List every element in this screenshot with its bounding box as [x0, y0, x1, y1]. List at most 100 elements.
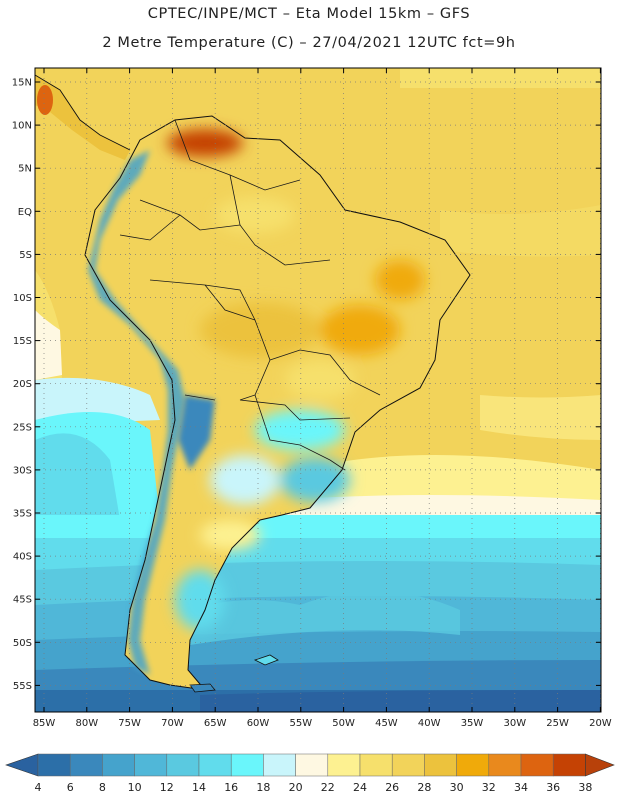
- lat-label: EQ: [18, 207, 32, 218]
- colorbar-swatch: [102, 753, 135, 777]
- colorbar-label: 6: [67, 781, 74, 794]
- lat-label: 15S: [13, 336, 32, 347]
- lat-label: 35S: [13, 509, 32, 520]
- colorbar-label: 24: [353, 781, 367, 794]
- temp-band: [280, 458, 350, 502]
- colorbar-swatch: [166, 753, 200, 777]
- temp-band: [210, 455, 280, 505]
- colorbar-swatch: [198, 753, 232, 777]
- lon-label: 40W: [418, 718, 441, 729]
- lon-label: 75W: [118, 718, 141, 729]
- temp-band: [285, 495, 601, 520]
- colorbar-label: 10: [128, 781, 142, 794]
- temp-band: [320, 305, 400, 355]
- lat-label: 40S: [13, 552, 32, 563]
- temp-band: [35, 310, 62, 380]
- colorbar-swatch: [488, 753, 522, 777]
- colorbar-swatch: [552, 753, 586, 777]
- colorbar: 4 6 8 10 12 14 16 18 20 22 24 26 28 30 32 34 36 38: [5, 753, 615, 794]
- lon-label: 50W: [332, 718, 355, 729]
- colorbar-swatch: [295, 753, 329, 777]
- lon-label: 25W: [546, 718, 569, 729]
- colorbar-swatch: [391, 753, 425, 777]
- lat-label: 45S: [13, 595, 32, 606]
- colorbar-label: 36: [546, 781, 560, 794]
- temp-band: [255, 410, 345, 450]
- colorbar-over-arrow: [585, 753, 615, 777]
- lat-label: 5N: [18, 164, 32, 175]
- lon-label: 55W: [289, 718, 312, 729]
- colorbar-label: 14: [192, 781, 206, 794]
- colorbar-swatch: [327, 753, 361, 777]
- colorbar-label: 4: [35, 781, 42, 794]
- colorbar-label: 20: [289, 781, 303, 794]
- temp-band: [200, 520, 260, 550]
- colorbar-label: 12: [160, 781, 174, 794]
- lat-label: 10N: [12, 121, 32, 132]
- chart-title: CPTEC/INPE/MCT – Eta Model 15km – GFS: [147, 6, 471, 22]
- colorbar-swatch: [359, 753, 393, 777]
- coastline: [35, 74, 131, 151]
- temp-band: [175, 570, 225, 630]
- colorbar-under-arrow: [5, 753, 39, 777]
- lon-label: 85W: [33, 718, 56, 729]
- colorbar-label: 30: [450, 781, 464, 794]
- lat-label: 55S: [13, 681, 32, 692]
- temp-band: [440, 205, 601, 257]
- colorbar-label: 28: [417, 781, 431, 794]
- lon-label: 80W: [75, 718, 98, 729]
- map-frame: [34, 67, 602, 713]
- temp-band: [160, 591, 460, 650]
- colorbar-label: 8: [99, 781, 106, 794]
- temp-band: [375, 260, 425, 300]
- colorbar-swatch: [456, 753, 490, 777]
- lon-label: 45W: [375, 718, 398, 729]
- tierra-del-fuego: [189, 683, 216, 693]
- colorbar-swatch: [69, 753, 103, 777]
- colorbar-label: 16: [224, 781, 238, 794]
- colorbar-swatch: [520, 753, 554, 777]
- temp-band: [400, 68, 601, 88]
- hot-spot: [37, 85, 53, 115]
- colorbar-swatch: [37, 753, 71, 777]
- lon-label: 20W: [589, 718, 612, 729]
- temp-band: [35, 433, 120, 520]
- lon-label: 70W: [161, 718, 184, 729]
- hot-spot: [167, 129, 243, 157]
- temp-band: [285, 360, 355, 400]
- lat-label: 50S: [13, 638, 32, 649]
- falkland-islands: [253, 654, 279, 666]
- lat-label: 10S: [13, 293, 32, 304]
- colorbar-label: 34: [514, 781, 528, 794]
- country-boundaries: [119, 119, 381, 471]
- colorbar-label: 32: [482, 781, 496, 794]
- chart-subtitle: 2 Metre Temperature (C) – 27/04/2021 12U…: [102, 35, 516, 51]
- andes-cold-region: [178, 395, 215, 470]
- south-america-land: [85, 116, 470, 690]
- central-america-land: [35, 75, 130, 160]
- colorbar-swatch: [134, 753, 168, 777]
- colorbar-label: 26: [385, 781, 399, 794]
- temp-band: [480, 395, 601, 440]
- temp-band: [215, 197, 295, 233]
- lon-label: 35W: [461, 718, 484, 729]
- axis-ticks: [35, 68, 601, 712]
- temp-band: [35, 377, 160, 425]
- latitude-labels: 15N 10N 5N EQ 5S 10S 15S 20S 25S 30S 35S 40S 45S 50S 5…: [12, 78, 32, 692]
- lat-label: 20S: [13, 379, 32, 390]
- colorbar-label: 18: [256, 781, 270, 794]
- colorbar-swatch: [263, 753, 296, 777]
- map-plot-area[interactable]: [35, 68, 601, 712]
- lat-label: 25S: [13, 422, 32, 433]
- temp-band: [200, 302, 320, 358]
- lon-label: 30W: [503, 718, 526, 729]
- temp-band: [35, 515, 601, 540]
- colorbar-label: 38: [578, 781, 592, 794]
- lat-label: 5S: [19, 250, 32, 261]
- lat-label: 30S: [13, 465, 32, 476]
- lon-label: 65W: [204, 718, 227, 729]
- temp-band: [200, 690, 601, 712]
- colorbar-label: 22: [321, 781, 335, 794]
- lat-label: 15N: [12, 78, 32, 89]
